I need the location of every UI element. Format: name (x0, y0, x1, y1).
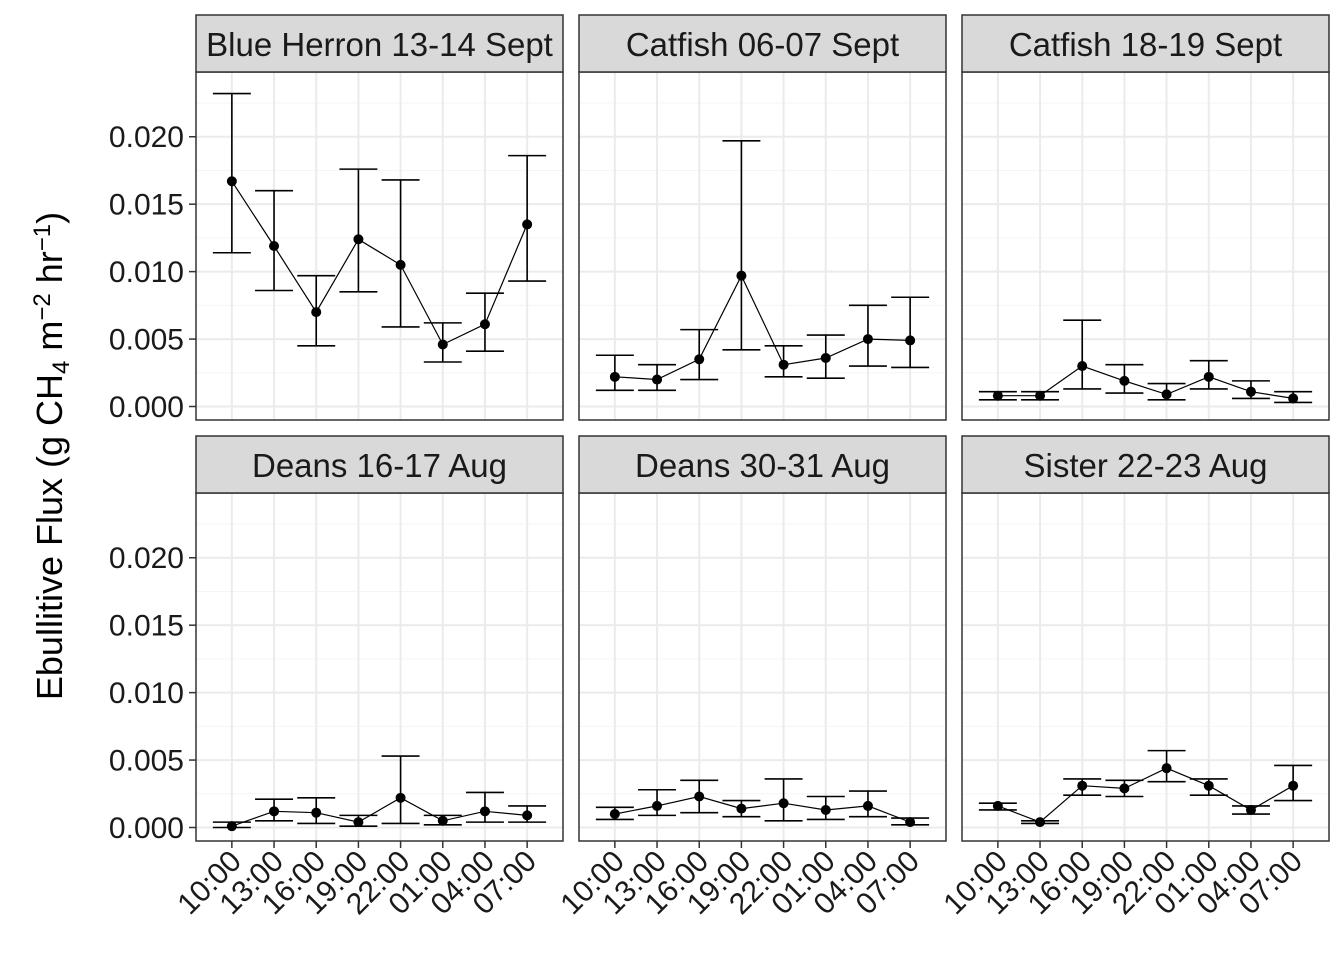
facet-strip (961, 14, 1330, 73)
y-tick-label: 0.000 (109, 391, 184, 424)
y-tick-label: 0.020 (109, 542, 184, 575)
data-point (226, 176, 237, 187)
panel-background (196, 493, 563, 841)
data-point (522, 810, 533, 821)
data-point (778, 798, 789, 809)
data-point (226, 821, 237, 832)
series-2 (595, 139, 930, 392)
series-1 (212, 92, 547, 363)
data-point (652, 374, 663, 385)
data-point (1119, 375, 1130, 386)
data-point (609, 809, 620, 820)
panel-background (196, 72, 563, 420)
facet-strip-label: Deans 30-31 Aug (635, 447, 890, 484)
series-line (231, 797, 528, 827)
data-point (1288, 780, 1299, 791)
data-point (862, 800, 873, 811)
series-line (614, 795, 911, 823)
panel-background (962, 72, 1329, 420)
data-point (437, 339, 448, 350)
data-point (820, 352, 831, 363)
data-point (1288, 393, 1299, 404)
data-point (1077, 780, 1088, 791)
series-line (231, 180, 528, 346)
y-axis-label: Ebullitive Flux (g CH4 m−2 hr−1) (29, 212, 75, 700)
series-line (997, 767, 1294, 823)
data-point (311, 307, 322, 318)
data-point (1119, 783, 1130, 794)
data-point (1077, 361, 1088, 372)
data-point (1203, 371, 1214, 382)
panel-3: Catfish 18-19 Sept (961, 14, 1330, 421)
series-5 (595, 778, 930, 828)
panel-6: Sister 22-23 Aug10:0013:0016:0019:0022:0… (937, 435, 1330, 921)
facet-strip (195, 435, 564, 494)
y-tick-label: 0.020 (109, 121, 184, 154)
panel-background (579, 493, 946, 841)
series-line (614, 274, 911, 381)
data-point (479, 319, 490, 330)
y-tick-label: 0.005 (109, 745, 184, 778)
data-point (1161, 763, 1172, 774)
data-point (992, 800, 1003, 811)
data-point (1245, 804, 1256, 815)
data-point (736, 803, 747, 814)
data-point (1035, 817, 1046, 828)
data-point (694, 354, 705, 365)
panel-1: Blue Herron 13-14 Sept 0.000 0.005 0.010 0.0… (109, 14, 564, 424)
data-point (992, 390, 1003, 401)
data-point (609, 371, 620, 382)
facet-strip-label: Catfish 06-07 Sept (626, 26, 899, 63)
panel-2: Catfish 06-07 Sept (578, 14, 947, 421)
data-point (905, 817, 916, 828)
y-tick-label: 0.015 (109, 189, 184, 222)
data-point (862, 334, 873, 345)
y-tick-label: 0.010 (109, 256, 184, 289)
series-3 (978, 319, 1313, 404)
data-point (820, 804, 831, 815)
facet-strip (195, 14, 564, 73)
data-point (353, 234, 364, 245)
y-tick-label: 0.000 (109, 812, 184, 845)
facet-strip-label: Deans 16-17 Aug (252, 447, 507, 484)
facet-strip (578, 14, 947, 73)
data-point (395, 792, 406, 803)
series-4 (212, 755, 547, 832)
data-point (1245, 386, 1256, 397)
facet-strip (578, 435, 947, 494)
data-point (1161, 389, 1172, 400)
panels-layer: Blue Herron 13-14 Sept 0.000 0.005 0.010 0.0… (109, 14, 1330, 921)
data-point (479, 806, 490, 817)
data-point (736, 270, 747, 281)
y-tick-label: 0.005 (109, 324, 184, 357)
data-point (522, 219, 533, 230)
data-point (269, 806, 280, 817)
y-tick-label: 0.015 (109, 610, 184, 643)
series-line (997, 365, 1294, 399)
panel-5: Deans 30-31 Aug10:0013:0016:0019:0022:00… (554, 435, 947, 921)
data-point (353, 817, 364, 828)
data-point (694, 791, 705, 802)
facet-strip-label: Blue Herron 13-14 Sept (206, 26, 553, 63)
data-point (395, 259, 406, 270)
panel-4: Deans 16-17 Aug 0.000 0.005 0.010 0.015 0.020… (109, 435, 564, 921)
panel-background (579, 72, 946, 420)
facet-strip-label: Catfish 18-19 Sept (1009, 26, 1282, 63)
data-point (905, 335, 916, 346)
series-6 (978, 749, 1313, 828)
data-point (778, 359, 789, 370)
data-point (652, 800, 663, 811)
facet-strip (961, 435, 1330, 494)
data-point (311, 807, 322, 818)
data-point (269, 241, 280, 251)
data-point (1035, 390, 1046, 401)
data-point (437, 815, 448, 826)
panel-background (962, 493, 1329, 841)
data-point (1203, 780, 1214, 791)
facet-strip-label: Sister 22-23 Aug (1024, 447, 1268, 484)
y-tick-label: 0.010 (109, 677, 184, 710)
